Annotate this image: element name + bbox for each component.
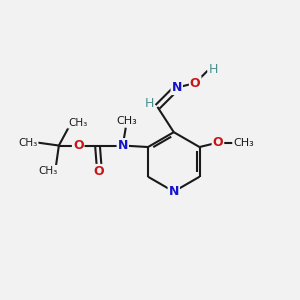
Text: N: N: [169, 185, 179, 198]
Text: CH₃: CH₃: [38, 166, 57, 176]
Text: CH₃: CH₃: [117, 116, 138, 126]
Text: CH₃: CH₃: [18, 138, 38, 148]
Text: N: N: [172, 81, 182, 94]
Text: CH₃: CH₃: [68, 118, 87, 128]
Text: O: O: [73, 139, 83, 152]
Text: N: N: [118, 139, 128, 152]
Text: O: O: [213, 136, 223, 149]
Text: O: O: [94, 165, 104, 178]
Text: H: H: [144, 98, 154, 110]
Text: H: H: [208, 63, 218, 76]
Text: O: O: [190, 76, 200, 90]
Text: CH₃: CH₃: [233, 138, 254, 148]
